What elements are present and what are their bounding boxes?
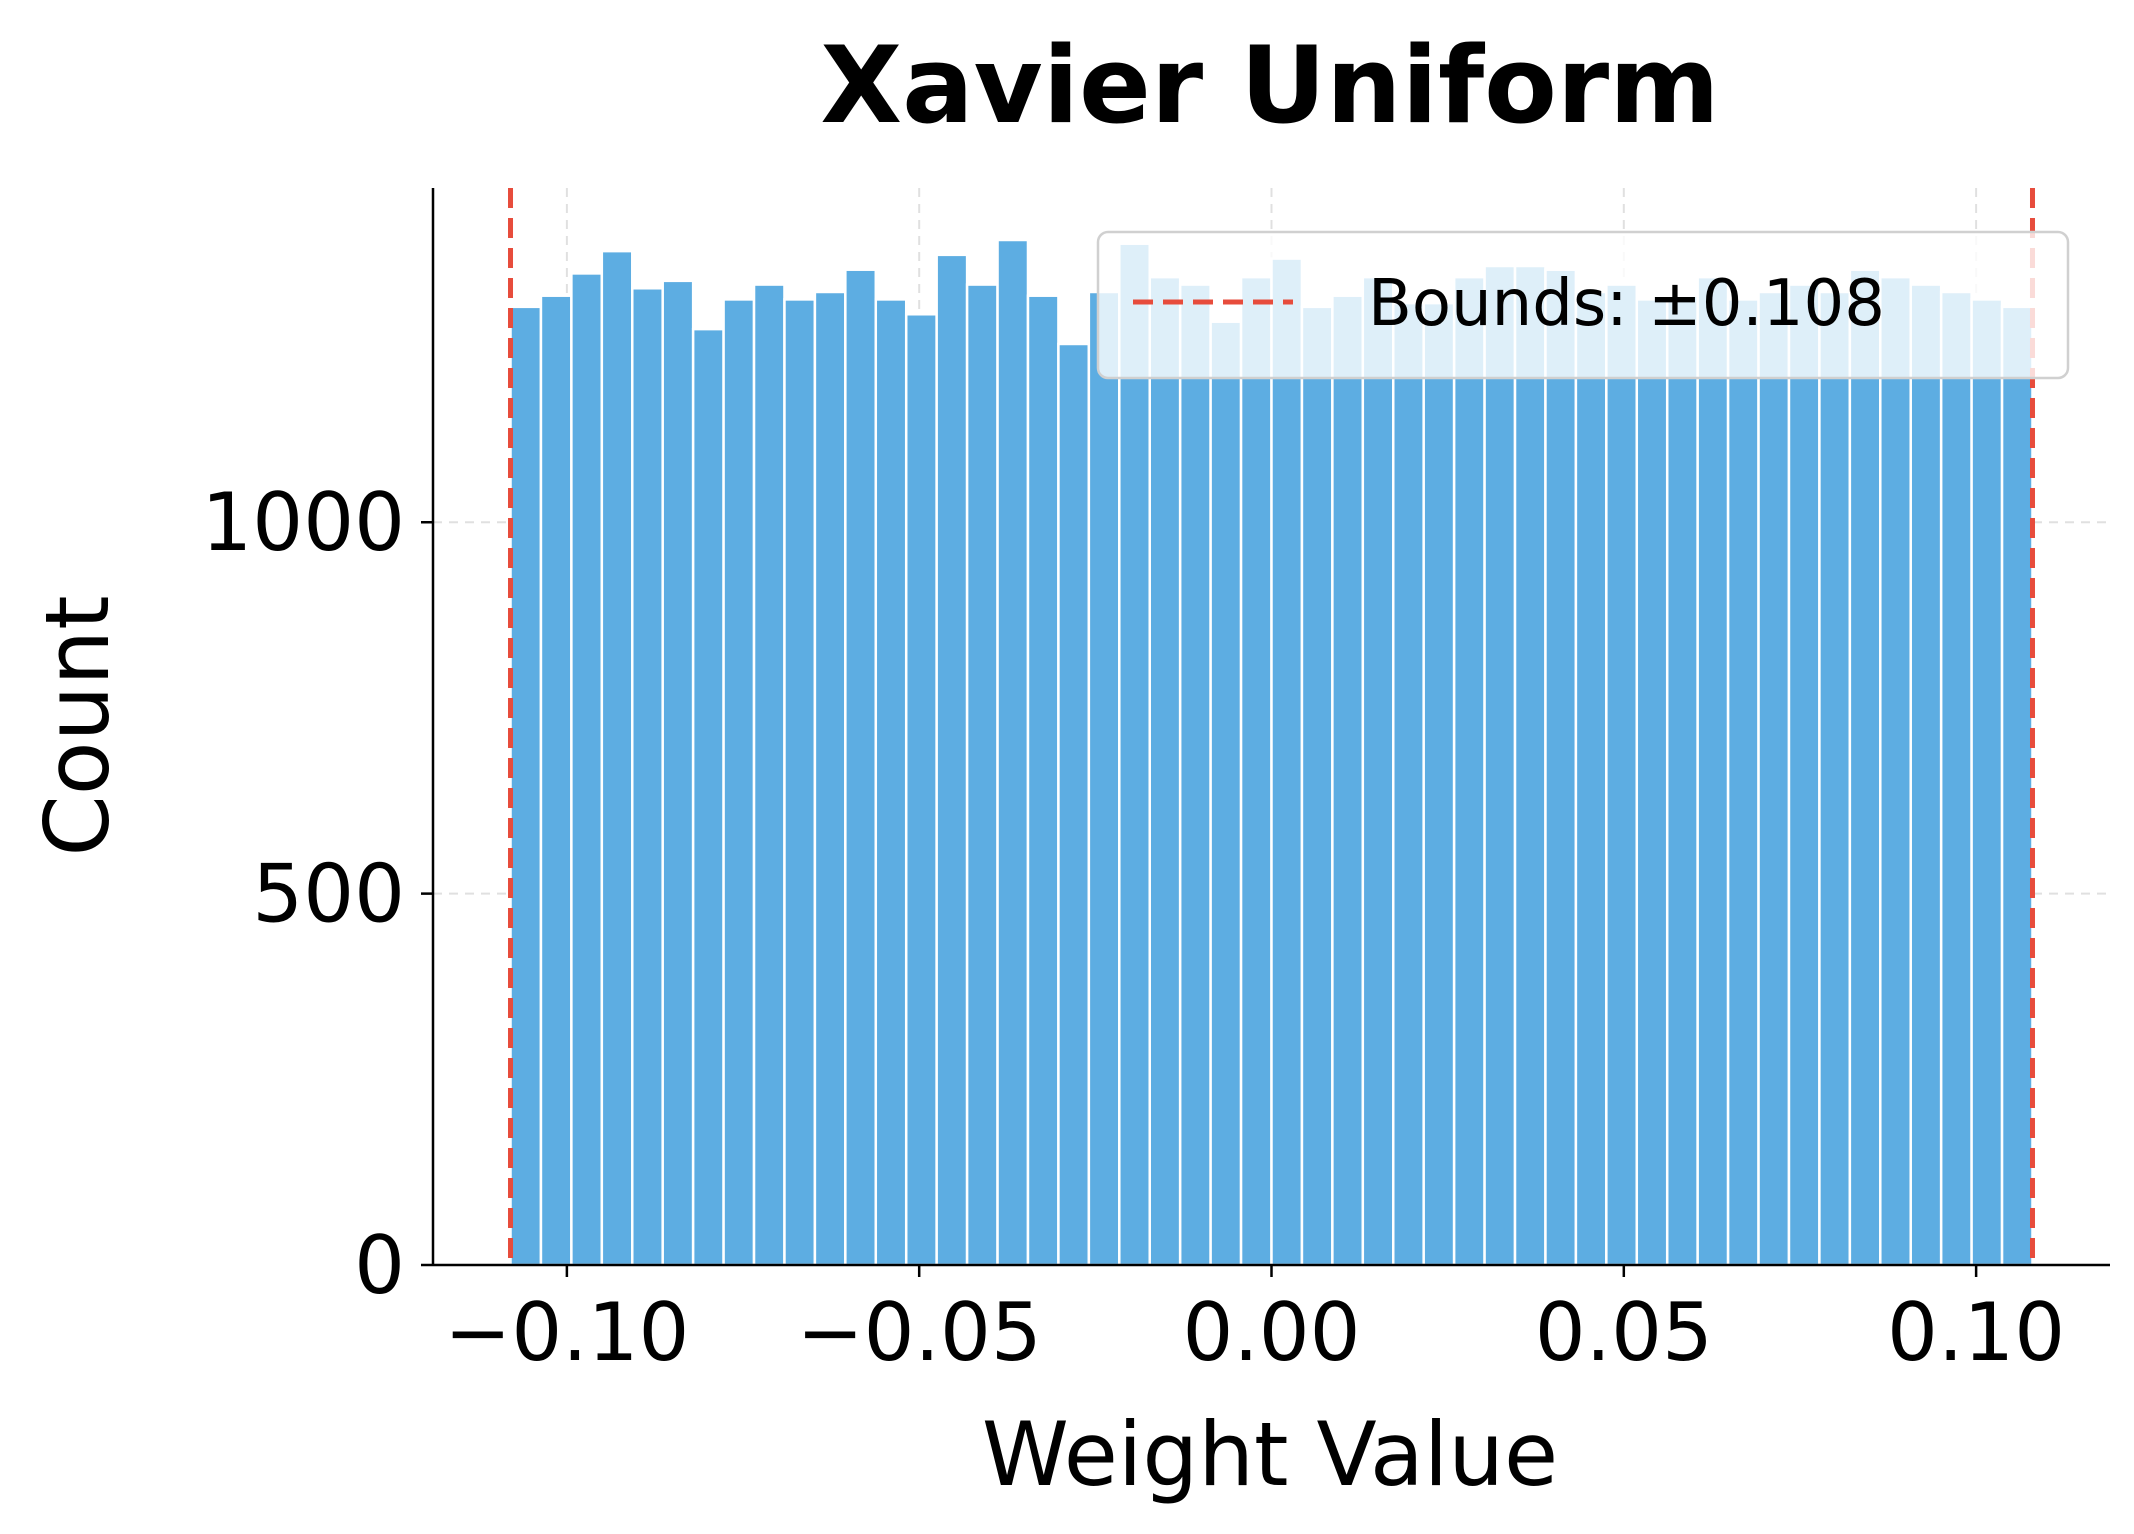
histogram-bar xyxy=(631,287,664,1267)
histogram-bar xyxy=(1209,320,1243,1267)
histogram-bar xyxy=(1452,275,1486,1267)
histogram-bar xyxy=(752,283,786,1267)
histogram-bar xyxy=(1361,275,1395,1267)
x-tick-label: 0.00 xyxy=(1182,1286,1360,1379)
legend: Bounds: ±0.108 xyxy=(1096,230,2070,380)
y-tick-label: 1000 xyxy=(201,476,405,569)
x-tick-label: 0.10 xyxy=(1887,1286,2065,1379)
x-axis-label: Weight Value xyxy=(982,1403,1558,1506)
bars xyxy=(509,238,2034,1267)
histogram-bar xyxy=(1879,275,1912,1267)
histogram-bar xyxy=(509,305,543,1267)
histogram-bar xyxy=(1513,264,1547,1267)
histogram-bar xyxy=(1026,294,1060,1267)
x-tick-label: −0.05 xyxy=(797,1286,1042,1379)
histogram-bar xyxy=(844,268,878,1267)
x-tick-label: −0.10 xyxy=(444,1286,689,1379)
histogram-bar xyxy=(1635,298,1669,1267)
histogram-bar xyxy=(1392,301,1425,1267)
histogram-bar xyxy=(1300,305,1334,1267)
histogram-bar xyxy=(1939,290,1973,1267)
histogram-bar xyxy=(1057,342,1091,1267)
chart-title: Xavier Uniform xyxy=(820,24,1719,147)
legend-label: Bounds: ±0.108 xyxy=(1368,267,1885,341)
histogram-bar xyxy=(874,298,908,1267)
histogram-bar xyxy=(661,279,695,1267)
y-ticks: 0 500 1000 xyxy=(201,476,433,1312)
histogram-bar xyxy=(1726,298,1760,1267)
histogram-bar xyxy=(1239,275,1273,1267)
histogram-bar xyxy=(691,327,725,1267)
histogram-bar xyxy=(935,253,969,1267)
histogram-bar xyxy=(600,249,634,1267)
histogram-bar xyxy=(1422,301,1456,1267)
histogram-bar xyxy=(996,238,1030,1267)
histogram-bar xyxy=(1757,290,1791,1267)
histogram-bar xyxy=(1544,268,1578,1267)
histogram-bar xyxy=(904,313,938,1267)
histogram-bar xyxy=(1970,298,2004,1267)
histogram-bar xyxy=(965,283,999,1267)
histogram-bar xyxy=(813,290,847,1267)
y-axis-label: Count xyxy=(26,595,129,856)
histogram-bar xyxy=(1787,283,1821,1267)
histogram-bar xyxy=(2000,305,2034,1267)
histogram-bar xyxy=(1483,264,1517,1267)
histogram-bar xyxy=(570,272,604,1267)
histogram-bar xyxy=(1331,294,1365,1267)
histogram-bar xyxy=(1848,268,1882,1267)
histogram-bar xyxy=(1818,290,1852,1267)
y-tick-label: 0 xyxy=(354,1219,405,1312)
histogram-bar xyxy=(1574,290,1608,1267)
histogram-bar xyxy=(722,298,756,1267)
histogram-bar xyxy=(1665,294,1699,1267)
histogram-bar xyxy=(1178,283,1212,1267)
histogram-bar xyxy=(1909,283,1943,1267)
legend-box xyxy=(1096,230,2070,380)
histogram-bar xyxy=(539,294,573,1267)
histogram-bar xyxy=(1148,275,1182,1267)
histogram-bar xyxy=(1087,290,1121,1267)
histogram-bar xyxy=(783,298,817,1267)
histogram-bar xyxy=(1118,242,1151,1267)
x-tick-label: 0.05 xyxy=(1535,1286,1713,1379)
x-ticks: −0.10 −0.05 0.00 0.05 0.10 xyxy=(444,1265,2065,1379)
histogram-bar xyxy=(1270,257,1304,1267)
y-tick-label: 500 xyxy=(252,848,405,941)
histogram-bar xyxy=(1696,275,1730,1267)
histogram-bar xyxy=(1605,283,1639,1267)
